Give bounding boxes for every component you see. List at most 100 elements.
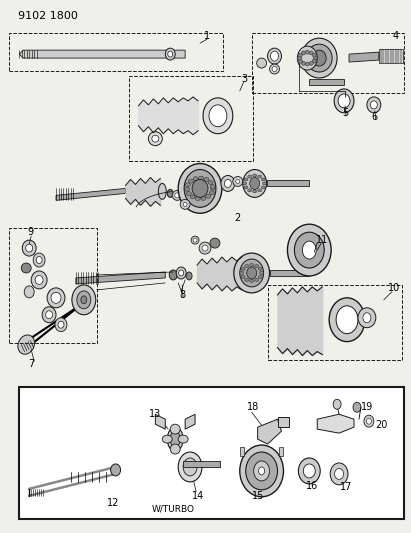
Ellipse shape bbox=[18, 335, 35, 354]
Ellipse shape bbox=[247, 267, 256, 279]
Ellipse shape bbox=[312, 50, 326, 66]
Bar bbox=[129, 76, 253, 160]
Text: 15: 15 bbox=[252, 491, 264, 501]
Polygon shape bbox=[19, 50, 185, 58]
Ellipse shape bbox=[330, 463, 348, 485]
Ellipse shape bbox=[363, 313, 371, 322]
Polygon shape bbox=[270, 270, 309, 276]
Ellipse shape bbox=[270, 64, 279, 74]
Ellipse shape bbox=[255, 278, 259, 281]
Ellipse shape bbox=[250, 177, 260, 189]
Ellipse shape bbox=[47, 288, 65, 308]
Bar bbox=[9, 228, 97, 343]
Ellipse shape bbox=[258, 276, 262, 278]
Ellipse shape bbox=[178, 452, 202, 482]
Ellipse shape bbox=[221, 175, 235, 191]
Ellipse shape bbox=[298, 56, 301, 60]
Ellipse shape bbox=[193, 177, 198, 181]
Text: 6: 6 bbox=[372, 112, 378, 122]
Ellipse shape bbox=[152, 135, 159, 142]
Ellipse shape bbox=[248, 175, 252, 178]
Ellipse shape bbox=[206, 195, 211, 198]
Text: 19: 19 bbox=[361, 402, 373, 412]
Ellipse shape bbox=[364, 415, 374, 427]
Ellipse shape bbox=[268, 48, 282, 64]
Ellipse shape bbox=[244, 178, 248, 181]
Ellipse shape bbox=[31, 271, 47, 289]
Ellipse shape bbox=[243, 169, 267, 197]
Ellipse shape bbox=[209, 105, 227, 127]
Ellipse shape bbox=[245, 264, 249, 268]
Ellipse shape bbox=[186, 272, 192, 280]
Ellipse shape bbox=[298, 53, 302, 57]
Polygon shape bbox=[267, 181, 309, 187]
Ellipse shape bbox=[169, 270, 177, 280]
Ellipse shape bbox=[248, 189, 252, 192]
Ellipse shape bbox=[366, 418, 372, 424]
Ellipse shape bbox=[272, 67, 277, 71]
Text: 2: 2 bbox=[235, 213, 241, 223]
Ellipse shape bbox=[35, 276, 43, 285]
Ellipse shape bbox=[195, 197, 200, 200]
Ellipse shape bbox=[313, 56, 317, 60]
Ellipse shape bbox=[175, 193, 180, 198]
Ellipse shape bbox=[199, 242, 211, 254]
Ellipse shape bbox=[353, 402, 361, 412]
Ellipse shape bbox=[240, 445, 284, 497]
Ellipse shape bbox=[81, 296, 87, 304]
Ellipse shape bbox=[329, 298, 365, 342]
Bar bbox=[19, 387, 404, 519]
Text: 7: 7 bbox=[28, 359, 34, 369]
Ellipse shape bbox=[358, 308, 376, 328]
Ellipse shape bbox=[305, 62, 309, 66]
Text: 3: 3 bbox=[242, 74, 248, 84]
Polygon shape bbox=[155, 414, 165, 429]
Text: 10: 10 bbox=[388, 283, 400, 293]
Ellipse shape bbox=[243, 182, 247, 185]
Ellipse shape bbox=[250, 279, 254, 282]
Ellipse shape bbox=[210, 187, 215, 190]
Ellipse shape bbox=[24, 286, 34, 298]
Ellipse shape bbox=[191, 236, 199, 244]
Ellipse shape bbox=[210, 184, 215, 189]
Polygon shape bbox=[277, 417, 289, 427]
Ellipse shape bbox=[36, 256, 42, 263]
Ellipse shape bbox=[305, 50, 309, 54]
Ellipse shape bbox=[233, 176, 243, 187]
Ellipse shape bbox=[303, 464, 315, 478]
Ellipse shape bbox=[256, 58, 267, 68]
Polygon shape bbox=[317, 414, 354, 433]
Ellipse shape bbox=[176, 267, 186, 279]
Ellipse shape bbox=[158, 183, 166, 199]
Ellipse shape bbox=[240, 271, 244, 274]
Polygon shape bbox=[185, 414, 195, 429]
Ellipse shape bbox=[21, 263, 31, 273]
Ellipse shape bbox=[183, 458, 197, 476]
Ellipse shape bbox=[188, 179, 194, 183]
Ellipse shape bbox=[241, 276, 245, 278]
Polygon shape bbox=[183, 461, 220, 467]
Ellipse shape bbox=[42, 307, 56, 322]
Ellipse shape bbox=[172, 190, 182, 200]
Polygon shape bbox=[309, 79, 344, 85]
Ellipse shape bbox=[193, 238, 197, 242]
Ellipse shape bbox=[208, 181, 213, 184]
Ellipse shape bbox=[253, 190, 256, 193]
Text: 12: 12 bbox=[107, 498, 120, 508]
Ellipse shape bbox=[185, 187, 189, 191]
Ellipse shape bbox=[162, 435, 172, 443]
Ellipse shape bbox=[301, 61, 305, 65]
Ellipse shape bbox=[22, 240, 36, 256]
Ellipse shape bbox=[55, 318, 67, 332]
Ellipse shape bbox=[170, 424, 180, 434]
Text: 16: 16 bbox=[306, 481, 319, 491]
Ellipse shape bbox=[294, 232, 324, 268]
Ellipse shape bbox=[370, 101, 377, 109]
Ellipse shape bbox=[170, 444, 180, 454]
Ellipse shape bbox=[246, 452, 277, 490]
Ellipse shape bbox=[111, 464, 120, 476]
Polygon shape bbox=[258, 419, 282, 444]
Ellipse shape bbox=[306, 44, 332, 72]
Ellipse shape bbox=[190, 195, 195, 199]
Ellipse shape bbox=[250, 263, 254, 266]
